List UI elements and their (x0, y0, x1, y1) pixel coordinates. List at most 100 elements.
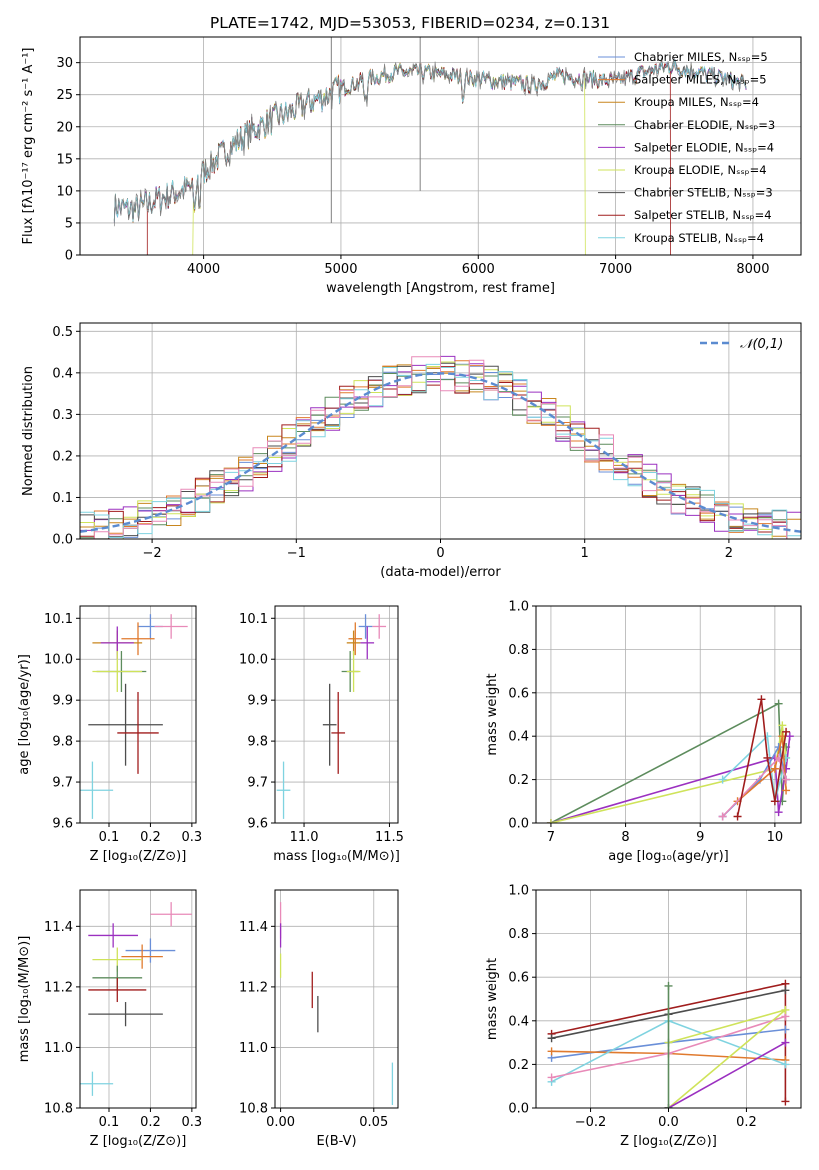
y-tick-label: 10.1 (239, 612, 268, 627)
x-tick-label: 0.3 (182, 1115, 203, 1130)
series-marker (782, 775, 791, 784)
series-marker (763, 753, 772, 762)
series-marker (770, 764, 779, 773)
x-tick-label: −0.2 (575, 1115, 607, 1130)
spectrum-observed-line (113, 57, 747, 227)
y-tick-label: 9.7 (52, 776, 73, 791)
legend-label: Kroupa STELIB, Nₛₛₚ=4 (634, 231, 764, 245)
plot-area (546, 695, 794, 823)
x-tick-label: 7 (547, 830, 555, 845)
plot-area (113, 37, 747, 255)
y-tick-label: 0.4 (508, 1014, 529, 1029)
y-tick-label: 20 (56, 120, 73, 135)
y-tick-label: 9.6 (247, 817, 268, 832)
panel-mass-vs-Z: 0.1 0.2 0.3 10.8 11.0 11.2 11.4 Z [log₁₀(Z/Z⊙)]… (17, 889, 203, 1149)
y-tick-label: 11.2 (44, 980, 73, 995)
plot-area (276, 614, 387, 819)
y-tick-label: 0.8 (508, 927, 529, 942)
series-line (550, 702, 787, 823)
x-tick-label: 0 (436, 546, 444, 561)
series-marker (774, 699, 783, 708)
x-tick-label: 0.3 (182, 830, 203, 845)
legend-label: Salpeter ELODIE, Nₛₛₚ=4 (634, 140, 774, 154)
y-tick-label: 0.6 (508, 971, 529, 986)
series-marker (718, 775, 727, 784)
x-tick-label: 1 (581, 546, 589, 561)
y-tick-label: 10 (56, 184, 73, 199)
y-tick-label: 10.8 (44, 1102, 73, 1117)
x-tick-label: 11.5 (375, 830, 404, 845)
x-tick-label: 0.0 (658, 1115, 679, 1130)
y-tick-label: 0.4 (52, 366, 73, 381)
y-tick-label: 0 (65, 249, 73, 264)
y-tick-label: 0.3 (52, 408, 73, 423)
x-axis-label: Z [log₁₀(Z/Z⊙)] (620, 1134, 717, 1149)
x-tick-label: 8000 (736, 262, 769, 277)
y-tick-label: 11.4 (44, 920, 73, 935)
x-axis-label: wavelength [Angstrom, rest frame] (326, 281, 555, 296)
y-axis-label: mass weight (485, 673, 500, 755)
legend-label: 𝒩(0,1) (740, 337, 783, 352)
x-tick-label: 0.1 (99, 830, 120, 845)
histogram-step-line (80, 356, 801, 539)
y-tick-label: 1.0 (508, 600, 529, 615)
y-tick-label: 11.2 (239, 980, 268, 995)
series-marker (781, 1060, 790, 1069)
y-tick-label: 9.9 (52, 694, 73, 709)
y-tick-label: 11.0 (44, 1041, 73, 1056)
series-marker (718, 812, 727, 821)
series-marker (781, 1097, 790, 1106)
x-tick-label: 0.1 (99, 1115, 120, 1130)
legend-label: Chabrier MILES, Nₛₛₚ=5 (634, 50, 768, 64)
x-tick-label: 10 (767, 830, 784, 845)
y-axis-label: mass weight (485, 958, 500, 1040)
x-tick-label: 8 (621, 830, 629, 845)
x-tick-label: 0.2 (736, 1115, 757, 1130)
x-tick-label: −1 (287, 546, 306, 561)
axes-frame (274, 889, 399, 1109)
series-marker (664, 981, 673, 990)
plot-area (279, 902, 394, 1105)
y-tick-label: 9.7 (247, 776, 268, 791)
y-tick-label: 0.2 (508, 773, 529, 788)
series-marker (770, 797, 779, 806)
grid (275, 890, 398, 1109)
panel-age-vs-mass: 11.0 11.5 9.6 9.7 9.8 9.9 10.0 10.1 mass [log₁₀(… (239, 605, 404, 864)
y-tick-label: 0.0 (508, 1102, 529, 1117)
y-tick-label: 0.4 (508, 730, 529, 745)
series-marker (781, 1038, 790, 1047)
x-tick-label: 0.05 (359, 1115, 388, 1130)
series-marker (547, 1047, 556, 1056)
y-tick-label: 10.0 (44, 653, 73, 668)
y-tick-label: 1.0 (508, 884, 529, 899)
x-tick-label: 7000 (599, 262, 632, 277)
y-tick-label: 5 (65, 216, 73, 231)
panel-mass-weight-vs-age: 7 8 9 10 0.0 0.2 0.4 0.6 0.8 1.0 age [log₁₀(age/yr… (485, 600, 802, 864)
x-tick-label: 0.2 (140, 1115, 161, 1130)
panel-age-vs-Z: 0.1 0.2 0.3 9.6 9.7 9.8 9.9 10.0 10.1 Z [log₁₀(Z/… (17, 605, 203, 864)
series-marker (733, 812, 742, 821)
y-axis-label: Normed distribution (21, 366, 36, 496)
spectrum-model-line (146, 62, 671, 255)
y-tick-label: 25 (56, 88, 73, 103)
normal-curve (80, 372, 801, 533)
series-marker (546, 819, 555, 823)
x-axis-label: Z [log₁₀(Z/Z⊙)] (90, 849, 187, 864)
panel-mass-weight-vs-Z: −0.2 0.0 0.2 0.0 0.2 0.4 0.6 0.8 1.0 Z [log₁₀(Z/Z… (485, 884, 802, 1149)
x-tick-label: 2 (725, 546, 733, 561)
x-tick-label: 6000 (462, 262, 495, 277)
y-axis-label: Flux [fλ10⁻¹⁷ erg cm⁻² s⁻¹ A⁻¹] (21, 48, 36, 245)
y-tick-label: 10.8 (239, 1102, 268, 1117)
y-axis-label: mass [log₁₀(M/M⊙)] (17, 936, 32, 1063)
x-tick-label: 11.0 (290, 830, 319, 845)
series-marker (778, 721, 787, 730)
axes-frame (79, 889, 197, 1109)
y-axis-label: age [log₁₀(age/yr)] (17, 654, 32, 775)
legend: Chabrier MILES, Nₛₛₚ=5 Salpeter MILES, Nₛ… (598, 50, 775, 245)
x-tick-label: 0.2 (140, 830, 161, 845)
plot-area (80, 355, 801, 539)
y-tick-label: 11.0 (239, 1041, 268, 1056)
y-tick-label: 0.0 (508, 817, 529, 832)
x-axis-label: (data-model)/error (380, 565, 501, 580)
